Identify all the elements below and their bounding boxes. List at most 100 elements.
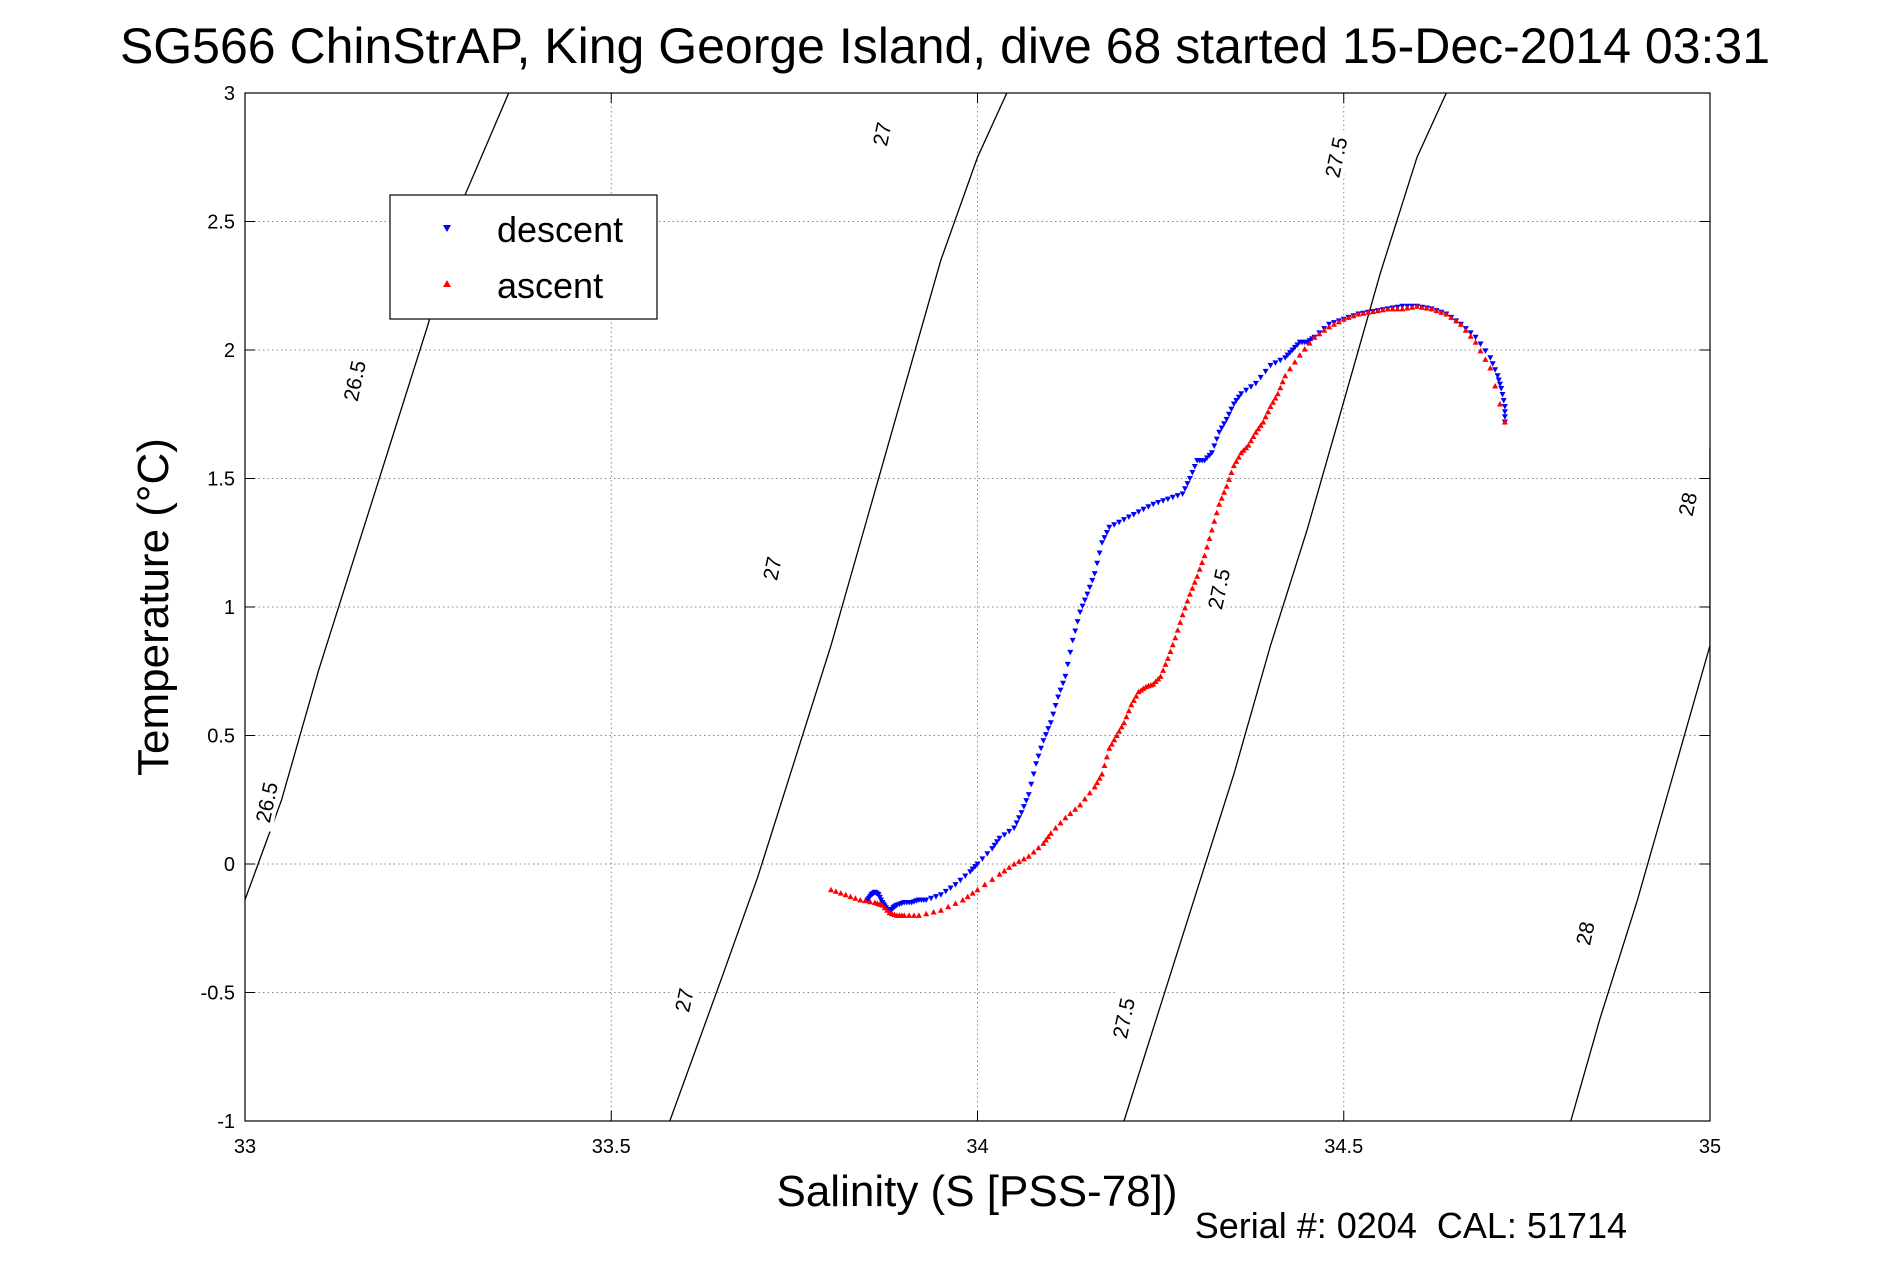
descent-point [1079,603,1086,610]
ascent-point [1365,309,1372,315]
descent-point [1495,377,1502,383]
ascent-point [1360,310,1367,316]
descent-point [1500,398,1507,404]
ascent-point [1184,598,1191,604]
ascent-point [1094,779,1101,786]
ascent-point [1062,814,1069,821]
descent-point [1291,344,1298,351]
contour-label-bg [668,981,699,1019]
descent-point [1067,649,1074,656]
descent-point [1050,711,1057,718]
ascent-point [1472,339,1479,345]
ascent-point [1296,352,1303,358]
descent-point [1272,360,1279,366]
ascent-point [1025,853,1032,859]
descent-point [1262,368,1269,375]
ascent-point [1487,365,1494,371]
ascent-point [1211,518,1218,524]
contour-label-bg [1671,485,1703,523]
ascent-point [1448,314,1455,320]
descent-point [1094,560,1101,567]
y-axis-label: Temperature (°C) [129,438,178,776]
ascent-point [1453,317,1460,324]
descent-point [1501,409,1508,415]
y-tick-label: 0.5 [207,726,235,748]
ascent-point [1140,685,1147,691]
ascent-point [1326,323,1333,330]
descent-point [1289,347,1296,353]
ascent-point [906,912,913,918]
descent-point [947,885,954,891]
ascent-point [1086,789,1093,796]
descent-point [1125,514,1132,520]
descent-point [1487,355,1494,361]
descent-point [1287,350,1293,356]
ascent-point [1201,552,1208,559]
ascent-point [1389,305,1396,312]
descent-point [1482,348,1489,354]
contour-label-text: 28 [1675,490,1702,518]
descent-point [1099,540,1105,546]
descent-point [1277,357,1284,364]
x-tick-label: 33 [234,1136,256,1158]
descent-point [991,842,998,849]
descent-point [1089,577,1096,584]
descent-point [1201,458,1208,464]
descent-point [1226,411,1232,418]
contour-label: 27 [668,981,699,1019]
ascent-series [828,303,1508,918]
descent-point [1238,391,1245,397]
ascent-point [1189,585,1196,591]
contour-label-bg [756,550,787,587]
ascent-point [1206,535,1213,541]
y-tick-label: -0.5 [201,983,235,1005]
ascent-point [842,891,849,898]
descent-point [1499,392,1506,398]
ascent-point [852,895,859,901]
ascent-point [937,907,944,913]
contour-label-text: 27 [869,120,896,148]
ascent-point [1492,383,1499,389]
y-tick-label: 1 [224,597,235,619]
ascent-point [1350,312,1357,319]
descent-point [1208,450,1215,456]
y-tick-label: 2 [224,340,235,362]
ascent-point [1404,305,1411,311]
descent-point [1018,810,1025,816]
legend-descent-label: descent [497,209,623,250]
ascent-point [1186,591,1193,597]
ascent-point [857,897,864,903]
ascent-point [1067,810,1074,816]
descent-point [1216,429,1223,436]
ascent-point [1467,333,1474,339]
contour-label-bg [1200,558,1236,619]
descent-point [972,864,979,870]
descent-point [1160,498,1167,504]
descent-point [1489,361,1496,367]
ascent-point [1196,566,1203,572]
descent-point [1121,517,1127,523]
ascent-point [847,893,854,900]
ascent-point [1208,526,1215,533]
ascent-point [959,897,966,903]
descent-point [1030,771,1037,777]
ascent-point [1235,454,1242,460]
ascent-point [1370,308,1376,314]
descent-point [1282,355,1289,361]
ascent-point [1157,673,1164,679]
ascent-point [1477,347,1484,354]
descent-point [1189,470,1196,476]
descent-point [1035,753,1042,760]
y-tick-label: 0 [224,854,235,876]
descent-point [1169,494,1176,501]
descent-point [1179,491,1186,497]
x-tick-label: 34.5 [1324,1136,1363,1158]
y-tick-label: -1 [217,1111,235,1133]
ascent-point [1096,775,1103,781]
ascent-point [1277,384,1284,391]
descent-point [1257,374,1264,381]
ascent-point [1128,701,1135,708]
descent-point [1101,535,1108,541]
ascent-point [1272,395,1279,401]
ascent-point [1230,462,1237,469]
